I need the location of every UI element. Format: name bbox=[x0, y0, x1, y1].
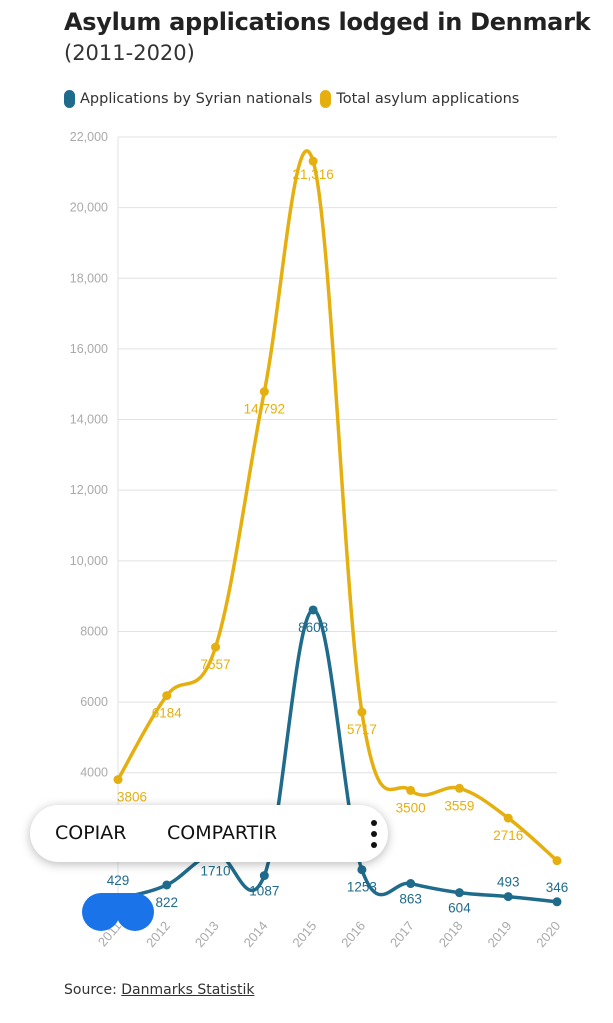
series-line-1 bbox=[116, 149, 559, 863]
x-tick-label: 2020 bbox=[533, 918, 563, 950]
x-tick-label: 2019 bbox=[484, 918, 514, 950]
data-point bbox=[162, 691, 172, 701]
data-label: 604 bbox=[448, 901, 471, 916]
selection-handle-left-icon[interactable] bbox=[82, 893, 120, 931]
y-tick-label: 22,000 bbox=[70, 130, 108, 144]
source-link[interactable]: Danmarks Statistik bbox=[121, 982, 255, 998]
data-point bbox=[357, 707, 367, 717]
legend: Applications by Syrian nationals Total a… bbox=[64, 90, 527, 108]
y-tick-label: 12,000 bbox=[70, 483, 108, 497]
y-tick-label: 14,000 bbox=[70, 413, 108, 427]
y-tick-label: 18,000 bbox=[70, 271, 108, 285]
data-label: 1087 bbox=[249, 884, 279, 899]
y-tick-label: 20,000 bbox=[70, 201, 108, 215]
data-label: 2716 bbox=[493, 828, 523, 843]
data-point bbox=[406, 879, 416, 889]
y-tick-label: 6000 bbox=[80, 695, 108, 709]
x-tick-label: 2014 bbox=[241, 918, 271, 950]
copy-button[interactable]: COPIAR bbox=[55, 822, 127, 844]
data-label: 863 bbox=[399, 892, 422, 907]
data-label: 493 bbox=[497, 875, 520, 890]
data-point bbox=[162, 880, 172, 890]
data-label: 346 bbox=[546, 880, 569, 895]
chart-title: Asylum applications lodged in Denmark bbox=[64, 8, 591, 36]
data-point bbox=[113, 775, 123, 785]
data-label: 5717 bbox=[347, 722, 377, 737]
data-point bbox=[454, 888, 464, 898]
text-selection-popup: COPIAR COMPARTIR bbox=[30, 805, 388, 862]
x-tick-label: 2016 bbox=[338, 918, 368, 950]
data-point bbox=[454, 783, 464, 793]
data-label: 3559 bbox=[444, 798, 474, 813]
data-label: 8608 bbox=[298, 620, 328, 635]
data-label: 14,792 bbox=[244, 402, 285, 417]
y-tick-label: 8000 bbox=[80, 624, 108, 638]
y-tick-label: 4000 bbox=[80, 766, 108, 780]
data-label: 822 bbox=[156, 895, 179, 910]
data-label: 21,316 bbox=[292, 167, 333, 182]
y-tick-label: 10,000 bbox=[70, 554, 108, 568]
selection-handle-right-icon[interactable] bbox=[116, 893, 154, 931]
y-tick-label: 16,000 bbox=[70, 342, 108, 356]
legend-label-total: Total asylum applications bbox=[336, 91, 520, 107]
data-label: 3500 bbox=[396, 800, 426, 815]
source-line: Source: Danmarks Statistik bbox=[64, 982, 254, 998]
data-point bbox=[308, 156, 318, 166]
data-point bbox=[406, 785, 416, 795]
more-vertical-icon[interactable] bbox=[370, 820, 378, 848]
data-label: 429 bbox=[107, 873, 130, 888]
data-point bbox=[552, 856, 562, 866]
data-point bbox=[503, 892, 513, 902]
data-label: 1710 bbox=[201, 864, 231, 879]
data-point bbox=[308, 605, 318, 615]
data-label: 3806 bbox=[117, 790, 147, 805]
data-label: 6184 bbox=[152, 706, 183, 721]
legend-item-total[interactable]: Total asylum applications bbox=[320, 90, 519, 108]
legend-swatch-syrian bbox=[64, 90, 75, 108]
data-point bbox=[211, 642, 221, 652]
legend-label-syrian: Applications by Syrian nationals bbox=[80, 91, 313, 107]
data-label: 7557 bbox=[201, 657, 231, 672]
legend-swatch-total bbox=[320, 90, 332, 108]
x-tick-label: 2015 bbox=[289, 918, 319, 950]
share-button[interactable]: COMPARTIR bbox=[167, 822, 278, 844]
data-point bbox=[259, 387, 269, 397]
data-point bbox=[552, 897, 562, 907]
chart-subtitle: (2011-2020) bbox=[64, 41, 195, 65]
legend-item-syrian[interactable]: Applications by Syrian nationals bbox=[64, 90, 312, 108]
data-point bbox=[357, 865, 367, 875]
x-tick-label: 2013 bbox=[192, 918, 222, 950]
x-tick-label: 2017 bbox=[387, 918, 417, 950]
data-label: 1253 bbox=[347, 880, 377, 895]
data-point bbox=[259, 871, 269, 881]
x-tick-label: 2018 bbox=[436, 918, 466, 950]
source-prefix: Source: bbox=[64, 982, 122, 998]
data-point bbox=[503, 813, 513, 823]
